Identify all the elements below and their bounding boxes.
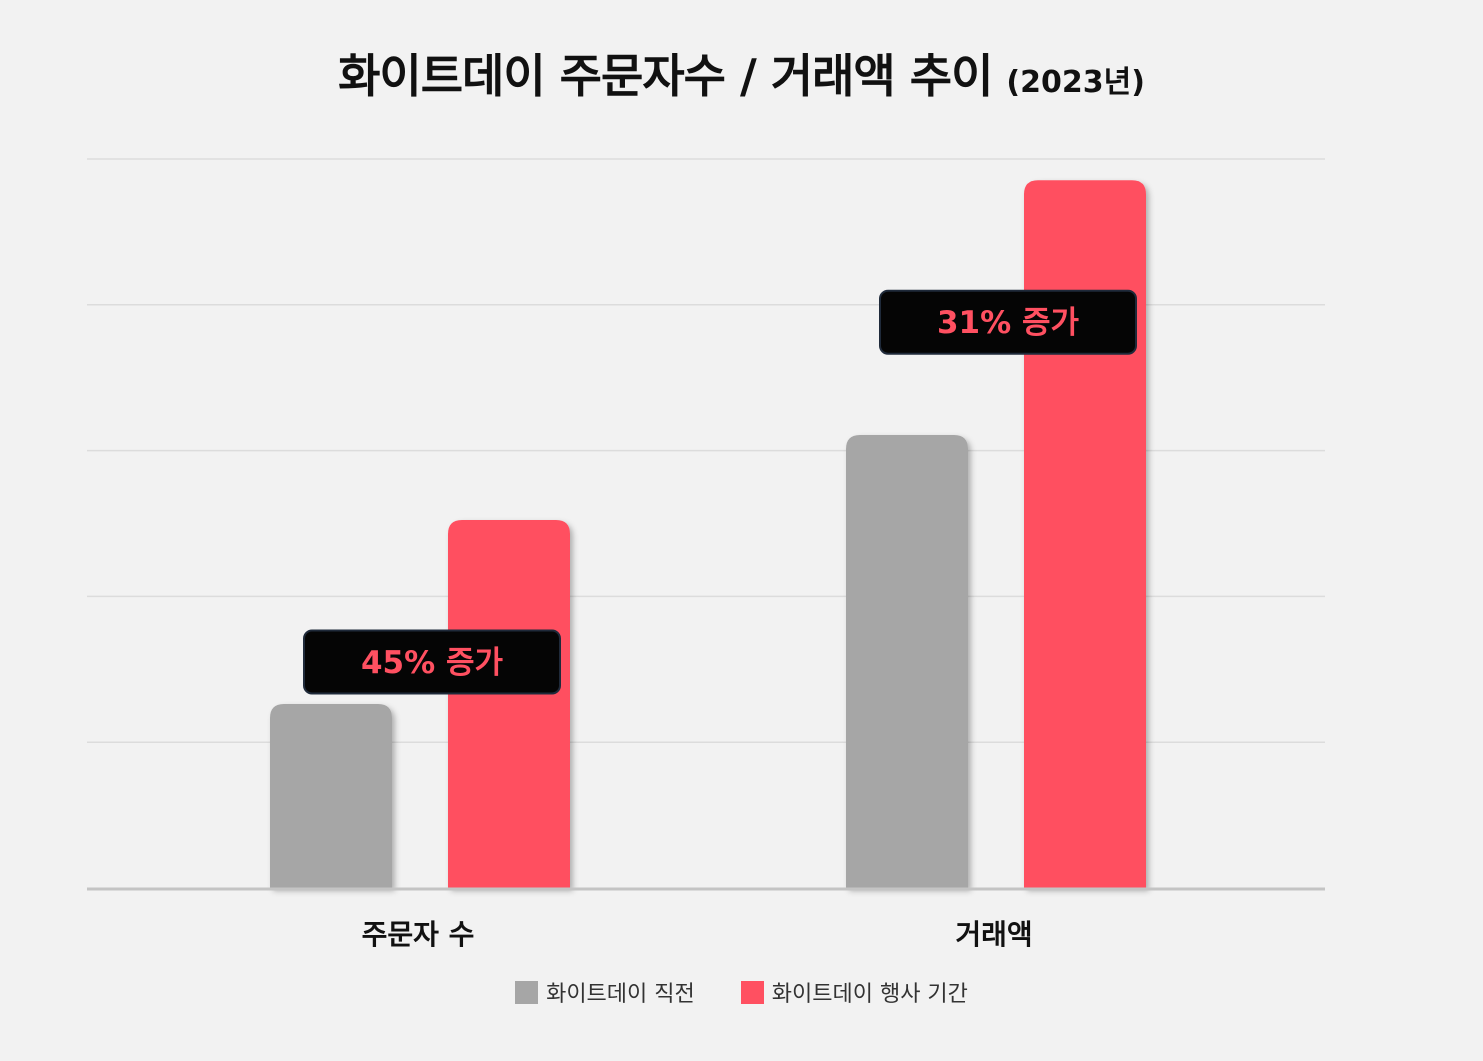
legend: 화이트데이 직전 화이트데이 행사 기간: [0, 976, 1483, 1008]
bar-1-1: [1024, 180, 1146, 888]
legend-label-event: 화이트데이 행사 기간: [771, 982, 968, 1007]
annotation-box-0: [303, 629, 561, 695]
bar-0-0: [270, 703, 392, 888]
legend-item-before: 화이트데이 직전: [515, 976, 695, 1008]
legend-label-before: 화이트데이 직전: [546, 982, 695, 1007]
annotations: 45% 증가 31% 증가: [303, 289, 1137, 695]
chart-title-main: 화이트데이 주문자수 / 거래액 추이: [338, 49, 993, 103]
annotation-box-1: [879, 289, 1137, 355]
x-tick-label-1: 거래액: [955, 918, 1032, 951]
x-tick-label-0: 주문자 수: [362, 918, 475, 951]
x-axis: 주문자 수 거래액: [87, 887, 1325, 951]
bar-0-1: [448, 519, 570, 888]
chart-title-year: (2023년): [1006, 65, 1145, 100]
legend-item-event: 화이트데이 행사 기간: [740, 976, 968, 1008]
bar-1-0: [846, 435, 968, 888]
chart-title: 화이트데이 주문자수 / 거래액 추이 (2023년): [0, 40, 1483, 106]
annotation-text-0: 45% 증가: [361, 645, 504, 681]
annotation-text-1: 31% 증가: [937, 305, 1080, 341]
legend-swatch-before: [515, 980, 539, 1004]
legend-swatch-event: [740, 980, 764, 1004]
bars: [270, 180, 1146, 888]
